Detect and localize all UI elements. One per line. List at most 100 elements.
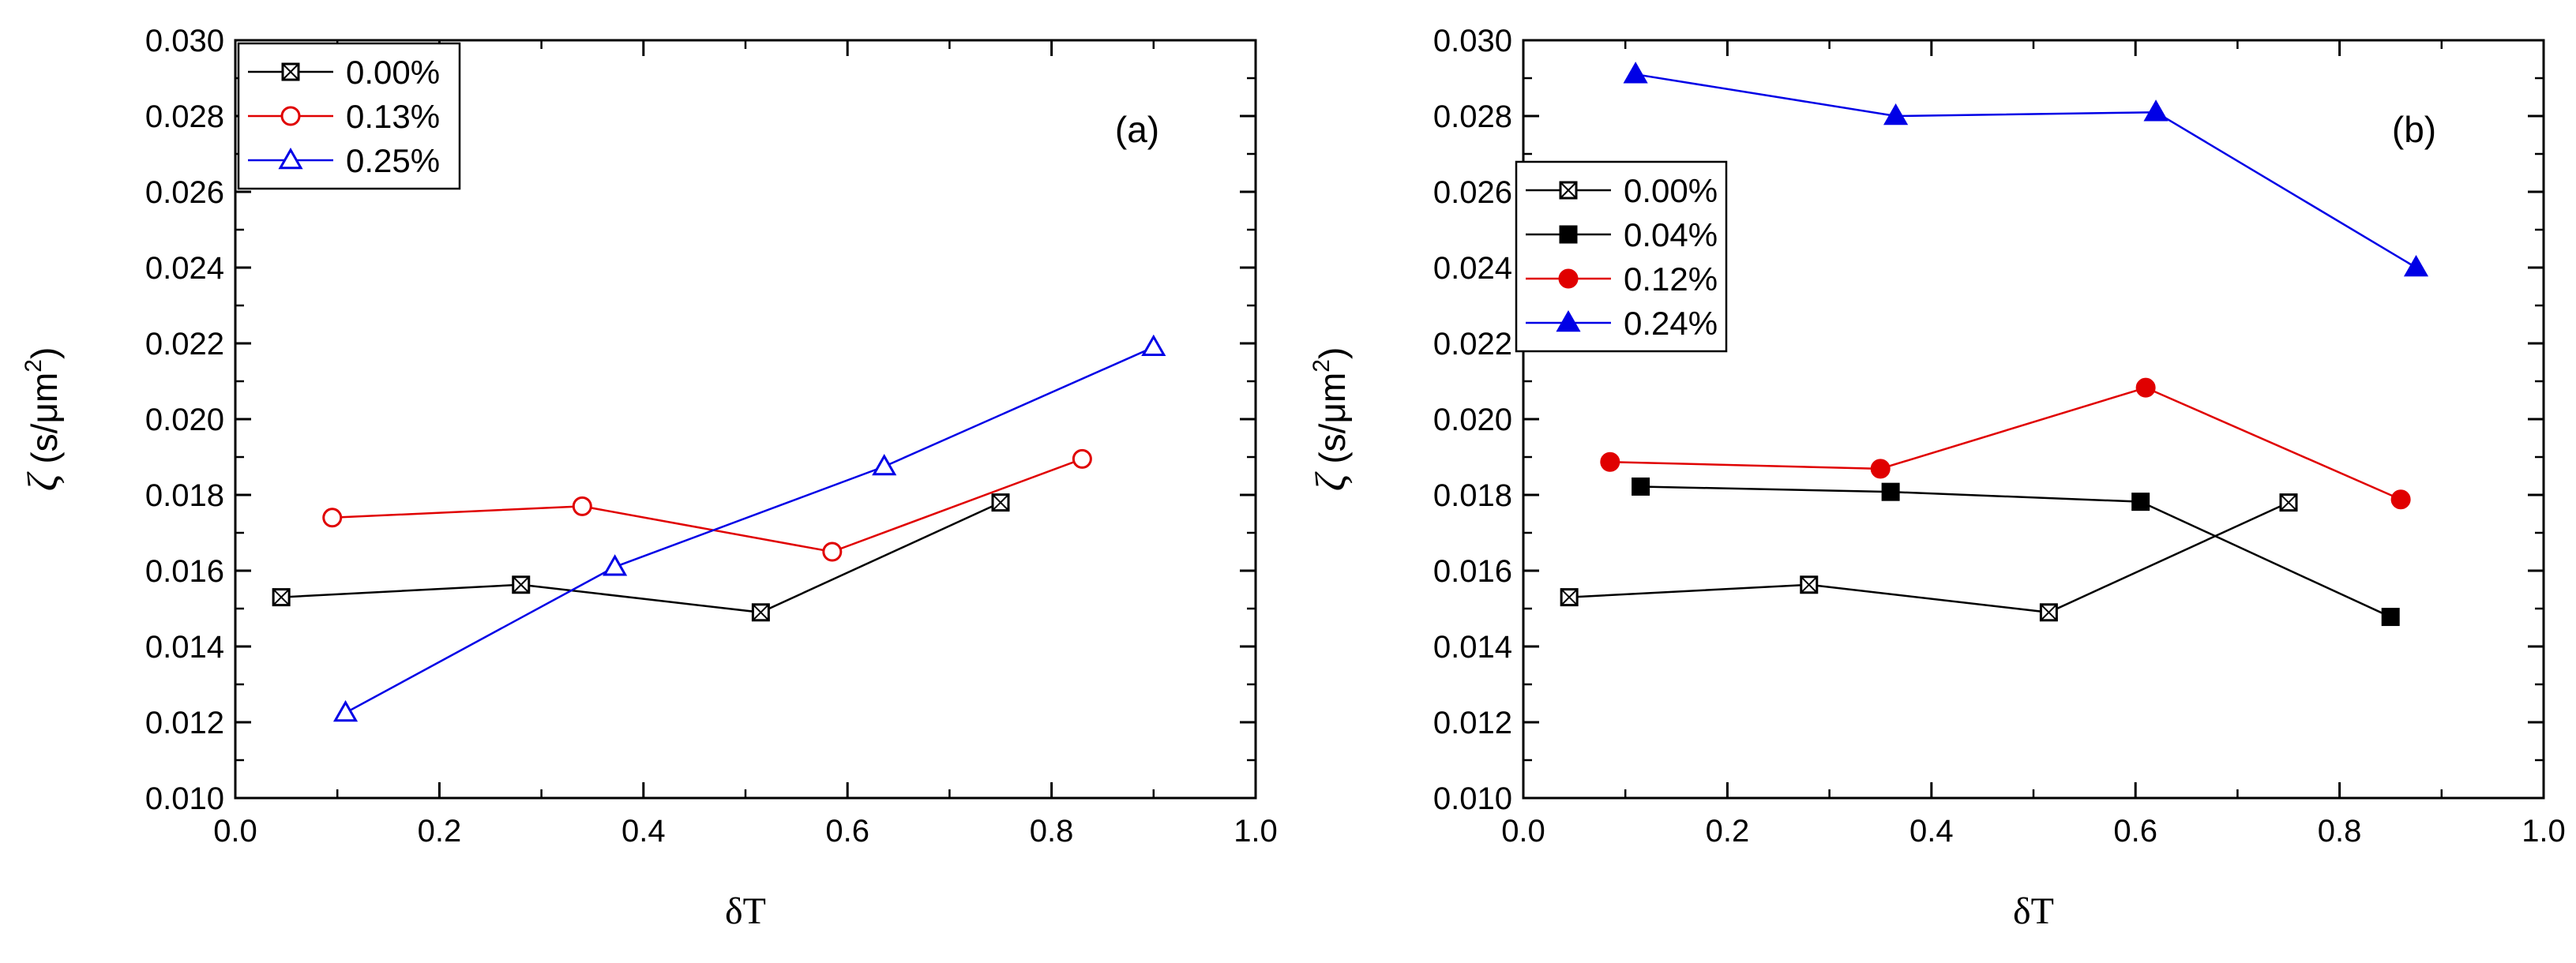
- legend-label: 0.00%: [1624, 172, 1718, 209]
- x-tick-label: 0.8: [2318, 814, 2362, 849]
- data-point: [2135, 377, 2156, 398]
- data-point: [1870, 459, 1891, 479]
- y-tick-label: 0.020: [1433, 403, 1512, 437]
- y-tick-label: 0.012: [145, 706, 224, 740]
- x-axis: 0.0 0.2 0.4 0.6 0.8 1.0: [1501, 40, 2566, 849]
- plot-frame: [1522, 39, 2545, 800]
- x-tick-label: 1.0: [1234, 814, 1278, 849]
- x-tick-label: 0.0: [1501, 814, 1545, 849]
- y-tick-label: 0.014: [1433, 630, 1512, 665]
- y-axis-label-space: [24, 464, 65, 474]
- x-axis: 0.0 0.2 0.4 0.6 0.8 1.0: [213, 40, 1278, 849]
- x-axis-label: δT: [725, 890, 766, 932]
- data-point: [2381, 608, 2400, 627]
- y-tick-label: 0.024: [145, 251, 224, 286]
- legend-marker: [1559, 225, 1578, 244]
- x-tick-label: 1.0: [2522, 814, 2566, 849]
- legend-label: 0.12%: [1624, 260, 1718, 298]
- data-point: [1560, 588, 1579, 607]
- series-line: [1609, 386, 2401, 500]
- series-0.00%: [1560, 493, 2298, 622]
- y-axis-label-unit: (s/μm: [1312, 373, 1353, 464]
- y-axis: 0.010 0.012 0.014 0.016 0.018 0.020 0.022 0.024…: [145, 24, 1256, 816]
- y-axis-label-exponent: 2: [21, 359, 47, 373]
- y-tick-label: 0.024: [1433, 251, 1512, 286]
- series-line: [332, 458, 1083, 553]
- data-point: [1883, 103, 1909, 126]
- y-axis-label-close: ): [24, 347, 65, 359]
- legend-marker: [1556, 309, 1581, 332]
- data-point: [2143, 99, 2169, 122]
- data-point: [332, 699, 359, 722]
- y-tick-label: 0.018: [145, 478, 224, 513]
- legend-marker: [281, 62, 300, 81]
- series-line: [1640, 485, 2391, 618]
- x-tick-label: 0.2: [1706, 814, 1750, 849]
- panel-label: (b): [2392, 109, 2436, 150]
- legend-marker: [1559, 181, 1578, 200]
- y-axis-label-space: [1312, 464, 1353, 474]
- y-tick-label: 0.016: [145, 554, 224, 589]
- series-line: [344, 346, 1155, 714]
- series-line: [281, 501, 1001, 614]
- y-tick-label: 0.022: [1433, 327, 1512, 362]
- y-axis-label-symbol: ζ: [1307, 471, 1354, 491]
- data-point: [822, 541, 843, 562]
- y-axis-label: ζ (s/μm2): [19, 347, 66, 492]
- legend-marker: [280, 106, 301, 126]
- data-point: [512, 575, 531, 594]
- y-tick-label: 0.028: [145, 99, 224, 134]
- y-tick-label: 0.030: [1433, 24, 1512, 58]
- data-point: [2403, 254, 2429, 277]
- x-axis-label: δT: [2013, 890, 2054, 932]
- y-tick-label: 0.026: [145, 175, 224, 210]
- legend-marker: [278, 147, 303, 170]
- y-tick-label: 0.026: [1433, 175, 1512, 210]
- data-point: [1600, 452, 1620, 472]
- series-0.13%: [322, 448, 1092, 562]
- x-tick-label: 0.0: [213, 814, 257, 849]
- data-point: [991, 493, 1010, 512]
- y-tick-label: 0.010: [145, 781, 224, 816]
- chart-panel-a: 0.010 0.012 0.014 0.016 0.018 0.020 0.022 0.024…: [19, 24, 1278, 932]
- y-axis: 0.010 0.012 0.014 0.016 0.018 0.020 0.022 0.024…: [1433, 24, 2544, 816]
- series-0.00%: [272, 493, 1010, 622]
- x-tick-label: 0.6: [2113, 814, 2157, 849]
- data-point: [751, 603, 770, 622]
- panel-label: (a): [1115, 109, 1159, 150]
- legend-marker: [1558, 268, 1579, 289]
- data-point: [1632, 477, 1650, 496]
- legend-label: 0.25%: [346, 142, 440, 179]
- legend-label: 0.00%: [346, 54, 440, 91]
- series-line: [1635, 73, 2417, 269]
- y-tick-label: 0.018: [1433, 478, 1512, 513]
- legend: 0.00% 0.04% 0.12% 0.24%: [1515, 160, 1728, 353]
- legend-box: [1515, 160, 1728, 353]
- y-axis-label-exponent: 2: [1309, 359, 1335, 373]
- data-point: [603, 554, 628, 576]
- series-0.04%: [1632, 477, 2400, 627]
- data-point: [1623, 62, 1648, 84]
- legend-label: 0.24%: [1624, 305, 1718, 342]
- y-axis-label-unit: (s/μm: [24, 373, 65, 464]
- y-axis-label-symbol: ζ: [19, 471, 66, 491]
- data-point: [872, 453, 897, 476]
- series-line: [1569, 501, 2289, 614]
- data-point: [2279, 493, 2298, 512]
- data-point: [2039, 603, 2058, 622]
- y-tick-label: 0.010: [1433, 781, 1512, 816]
- chart-panel-b: 0.010 0.012 0.014 0.016 0.018 0.020 0.022 0.024…: [1307, 24, 2566, 932]
- data-point: [1881, 482, 1900, 501]
- x-tick-label: 0.4: [621, 814, 666, 849]
- data-point: [322, 508, 343, 528]
- y-tick-label: 0.020: [145, 403, 224, 437]
- series-0.12%: [1600, 377, 2411, 510]
- x-tick-label: 0.8: [1030, 814, 1074, 849]
- data-point: [272, 588, 291, 607]
- x-tick-label: 0.4: [1909, 814, 1954, 849]
- legend-label: 0.13%: [346, 98, 440, 135]
- y-axis-label: ζ (s/μm2): [1307, 347, 1354, 492]
- data-point: [1072, 448, 1092, 469]
- x-tick-label: 0.6: [825, 814, 869, 849]
